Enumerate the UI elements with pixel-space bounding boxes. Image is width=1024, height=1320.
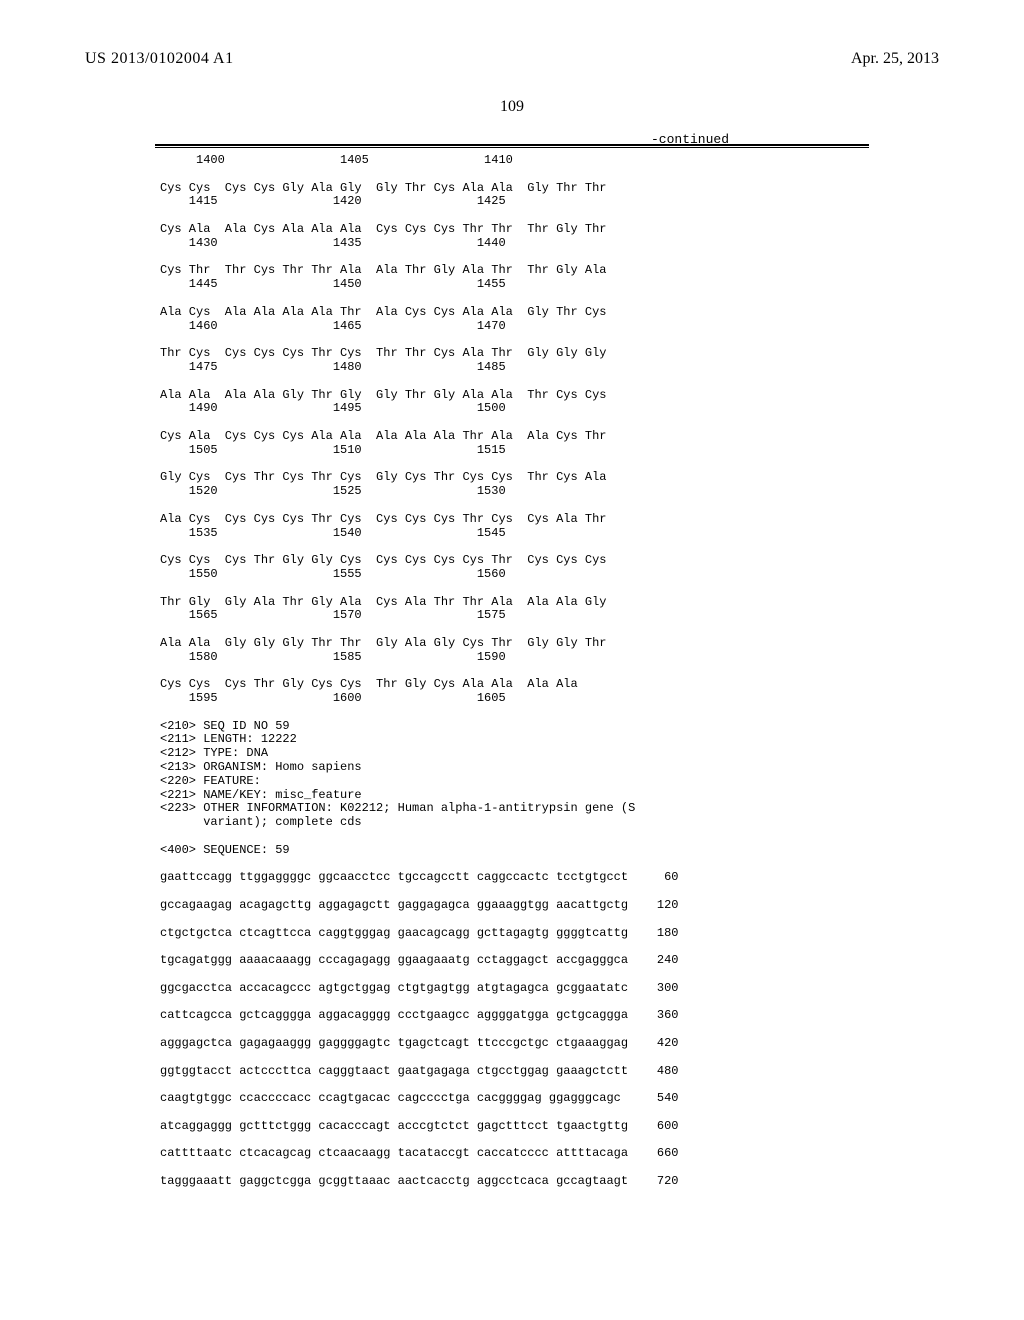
- horizontal-rule-thin: -continued: [155, 147, 869, 148]
- page-header: US 2013/0102004 A1 Apr. 25, 2013: [85, 50, 939, 68]
- publication-number: US 2013/0102004 A1: [85, 50, 234, 68]
- continued-label: -continued: [651, 132, 729, 147]
- page-number: 109: [85, 98, 939, 116]
- sequence-listing: 1400 1405 1410 Cys Cys Cys Cys Gly Ala G…: [160, 154, 939, 1189]
- publication-date: Apr. 25, 2013: [851, 50, 939, 68]
- horizontal-rule-top: [155, 144, 869, 146]
